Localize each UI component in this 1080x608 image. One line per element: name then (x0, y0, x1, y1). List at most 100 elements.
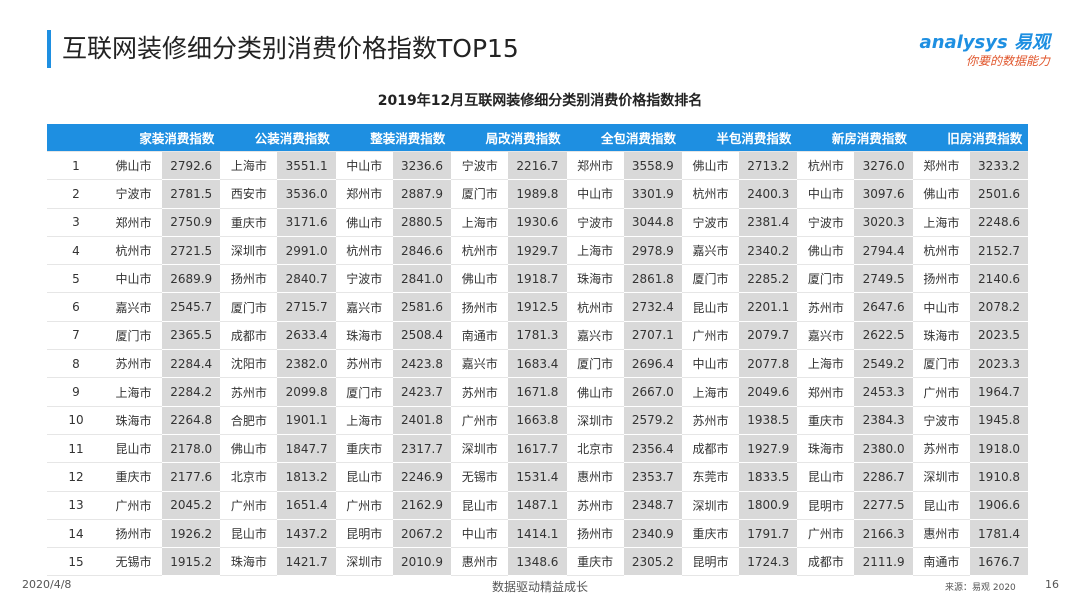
city: 宁波市 (566, 208, 624, 237)
ranking-table: 家装消费指数 公装消费指数 整装消费指数 局改消费指数 全包消费指数 半包消费指数 新房消费… (47, 124, 1029, 577)
city: 嘉兴市 (797, 321, 855, 351)
city: 厦门市 (566, 349, 624, 379)
city: 广州市 (912, 377, 970, 407)
index-value: 3171.6 (277, 208, 336, 237)
city: 重庆市 (220, 208, 278, 237)
index-value: 2248.6 (969, 208, 1029, 237)
index-value: 2384.3 (854, 406, 913, 435)
index-value: 2264.8 (162, 406, 221, 435)
city: 上海市 (105, 377, 162, 407)
city: 昆山市 (797, 462, 855, 492)
index-value: 3044.8 (623, 208, 683, 237)
city: 昆山市 (451, 491, 509, 520)
city: 无锡市 (451, 462, 509, 492)
index-value: 1989.8 (508, 179, 567, 209)
city: 深圳市 (335, 547, 393, 577)
index-value: 1781.3 (508, 321, 567, 351)
index-value: 1945.8 (969, 406, 1029, 435)
index-value: 2794.4 (854, 236, 913, 266)
index-value: 1964.7 (969, 377, 1029, 407)
index-value: 2152.7 (969, 236, 1029, 266)
index-value: 2277.5 (854, 491, 913, 520)
index-value: 1847.7 (277, 434, 336, 464)
city: 南通市 (912, 547, 970, 577)
city: 无锡市 (105, 547, 162, 577)
index-value: 2166.3 (854, 519, 913, 549)
city: 成都市 (220, 321, 278, 351)
city: 郑州市 (797, 377, 855, 407)
index-value: 2549.2 (854, 349, 913, 379)
table-row: 12 重庆市 2177.6 北京市 1813.2 昆山市 2246.9 无锡市 1531.4 惠州… (47, 462, 1029, 492)
city: 重庆市 (105, 462, 162, 492)
city: 嘉兴市 (335, 292, 393, 322)
index-value: 2715.7 (277, 292, 336, 322)
index-value: 1918.7 (508, 264, 567, 294)
index-value: 2023.3 (969, 349, 1029, 379)
city: 佛山市 (451, 264, 509, 294)
city: 宁波市 (335, 264, 393, 294)
header-cell (47, 124, 105, 152)
index-value: 1800.9 (739, 491, 798, 520)
city: 佛山市 (797, 236, 855, 266)
city: 郑州市 (912, 151, 970, 181)
city: 杭州市 (451, 236, 509, 266)
city: 深圳市 (912, 462, 970, 492)
index-value: 2750.9 (162, 208, 221, 237)
index-value: 1791.7 (739, 519, 798, 549)
city: 广州市 (335, 491, 393, 520)
index-value: 3097.6 (854, 179, 913, 209)
table-row: 15 无锡市 1915.2 珠海市 1421.7 深圳市 2010.9 惠州市 1348.6 重庆… (47, 547, 1029, 577)
index-value: 2078.2 (969, 292, 1029, 322)
city: 沈阳市 (220, 349, 278, 379)
city: 东莞市 (682, 462, 740, 492)
index-value: 1930.6 (508, 208, 567, 237)
index-value: 2721.5 (162, 236, 221, 266)
city: 重庆市 (682, 519, 740, 549)
city: 中山市 (682, 349, 740, 379)
index-value: 1487.1 (508, 491, 567, 520)
index-value: 2111.9 (854, 547, 913, 577)
city: 宁波市 (105, 179, 162, 209)
index-value: 2991.0 (277, 236, 336, 266)
city: 厦门市 (912, 349, 970, 379)
index-value: 2689.9 (162, 264, 221, 294)
city: 广州市 (220, 491, 278, 520)
index-value: 2841.0 (392, 264, 452, 294)
index-value: 2317.7 (392, 434, 452, 464)
city: 深圳市 (451, 434, 509, 464)
index-value: 2023.5 (969, 321, 1029, 351)
city: 上海市 (682, 377, 740, 407)
table-row: 1 佛山市 2792.6 上海市 3551.1 中山市 3236.6 宁波市 2216.7 郑州市… (47, 151, 1029, 181)
city: 成都市 (682, 434, 740, 464)
table-row: 5 中山市 2689.9 扬州市 2840.7 宁波市 2841.0 佛山市 1918.7 珠海市… (47, 264, 1029, 294)
city: 中山市 (566, 179, 624, 209)
index-value: 2045.2 (162, 491, 221, 520)
header-cell: 半包消费指数 (682, 124, 798, 152)
index-value: 2423.7 (392, 377, 452, 407)
rank: 15 (47, 547, 105, 577)
index-value: 2579.2 (623, 406, 683, 435)
city: 广州市 (682, 321, 740, 351)
city: 重庆市 (335, 434, 393, 464)
index-value: 2216.7 (508, 151, 567, 181)
index-value: 2077.8 (739, 349, 798, 379)
header-cell: 新房消费指数 (797, 124, 913, 152)
city: 珠海市 (335, 321, 393, 351)
city: 嘉兴市 (682, 236, 740, 266)
table-row: 14 扬州市 1926.2 昆山市 1437.2 昆明市 2067.2 中山市 1414.1 扬州… (47, 519, 1029, 549)
index-value: 2285.2 (739, 264, 798, 294)
city: 广州市 (451, 406, 509, 435)
index-value: 2162.9 (392, 491, 452, 520)
city: 珠海市 (912, 321, 970, 351)
index-value: 1929.7 (508, 236, 567, 266)
index-value: 2840.7 (277, 264, 336, 294)
city: 苏州市 (797, 292, 855, 322)
table-row: 7 厦门市 2365.5 成都市 2633.4 珠海市 2508.4 南通市 1781.3 嘉兴市… (47, 321, 1029, 351)
source: 来源：易观 2020 (945, 583, 1016, 593)
table-row: 6 嘉兴市 2545.7 厦门市 2715.7 嘉兴市 2581.6 扬州市 1912.5 杭州市… (47, 292, 1029, 322)
table-row: 3 郑州市 2750.9 重庆市 3171.6 佛山市 2880.5 上海市 1930.6 宁波市… (47, 208, 1029, 237)
index-value: 2696.4 (623, 349, 683, 379)
city: 中山市 (912, 292, 970, 322)
city: 南通市 (451, 321, 509, 351)
index-value: 1617.7 (508, 434, 567, 464)
